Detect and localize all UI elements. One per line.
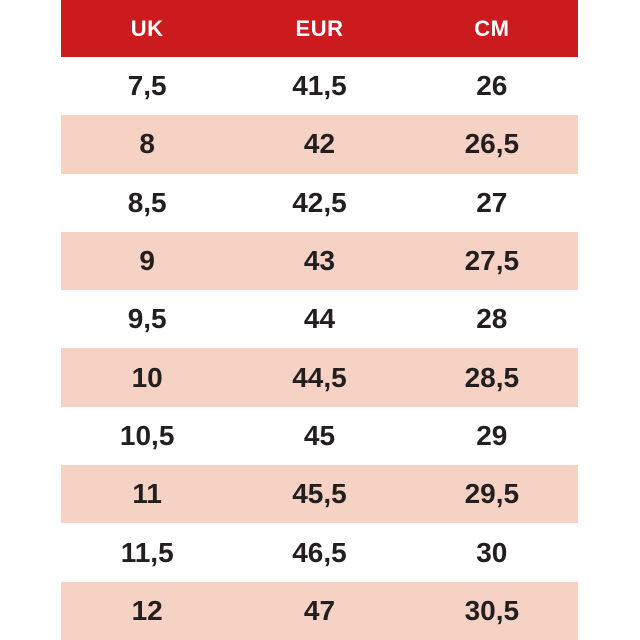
- table-row: 9 43 27,5: [61, 231, 578, 291]
- cell-uk: 8: [139, 128, 155, 160]
- table-row: 12 47 30,5: [61, 581, 578, 640]
- table-row: 10,5 45 29: [61, 406, 578, 466]
- cell-cm: 28: [476, 303, 508, 335]
- cell-cm: 28,5: [464, 361, 520, 393]
- cell-eur: 41,5: [292, 70, 347, 102]
- table-row: 9,5 44 28: [61, 290, 578, 349]
- cell-uk: 10,5: [119, 419, 175, 451]
- cell-eur: 46,5: [292, 536, 347, 568]
- table-row: 7,5 41,5 26: [61, 57, 578, 116]
- cell-cm: 29: [476, 419, 508, 451]
- header-cell-uk: UK: [130, 15, 164, 41]
- cell-cm: 29,5: [464, 478, 520, 510]
- cell-uk: 11,5: [120, 536, 174, 568]
- cell-eur: 44,5: [292, 361, 347, 393]
- cell-cm: 27,5: [464, 245, 520, 277]
- cell-cm: 30,5: [464, 594, 520, 626]
- cell-uk: 11: [132, 478, 162, 510]
- cell-cm: 27: [476, 186, 508, 218]
- table-header-row: UK EUR CM: [61, 0, 578, 57]
- table-row: 8 42 26,5: [61, 115, 578, 174]
- cell-cm: 26,5: [464, 128, 520, 160]
- table-row: 10 44,5 28,5: [61, 348, 578, 407]
- cell-eur: 42,5: [292, 186, 347, 218]
- cell-uk: 9: [139, 245, 155, 277]
- table-row: 11 45,5 29,5: [61, 465, 578, 524]
- cell-eur: 42: [303, 128, 336, 160]
- size-conversion-table: UK EUR CM 7,5 41,5 26 8 42 26,5 8,5 42,5…: [61, 0, 578, 640]
- cell-cm: 30: [476, 536, 508, 568]
- cell-uk: 8,5: [127, 186, 167, 218]
- cell-uk: 10: [131, 361, 163, 393]
- table-row: 11,5 46,5 30: [61, 523, 578, 582]
- cell-uk: 12: [131, 594, 163, 626]
- cell-uk: 9,5: [127, 303, 167, 335]
- cell-eur: 43: [303, 245, 336, 277]
- cell-eur: 44: [303, 303, 336, 335]
- table-row: 8,5 42,5 27: [61, 173, 578, 232]
- cell-eur: 45,5: [292, 478, 347, 510]
- header-cell-eur: EUR: [295, 15, 344, 41]
- cell-eur: 47: [303, 594, 336, 626]
- cell-uk: 7,5: [127, 70, 167, 102]
- cell-eur: 45: [303, 419, 336, 451]
- header-cell-cm: CM: [474, 15, 510, 41]
- cell-cm: 26: [476, 70, 508, 102]
